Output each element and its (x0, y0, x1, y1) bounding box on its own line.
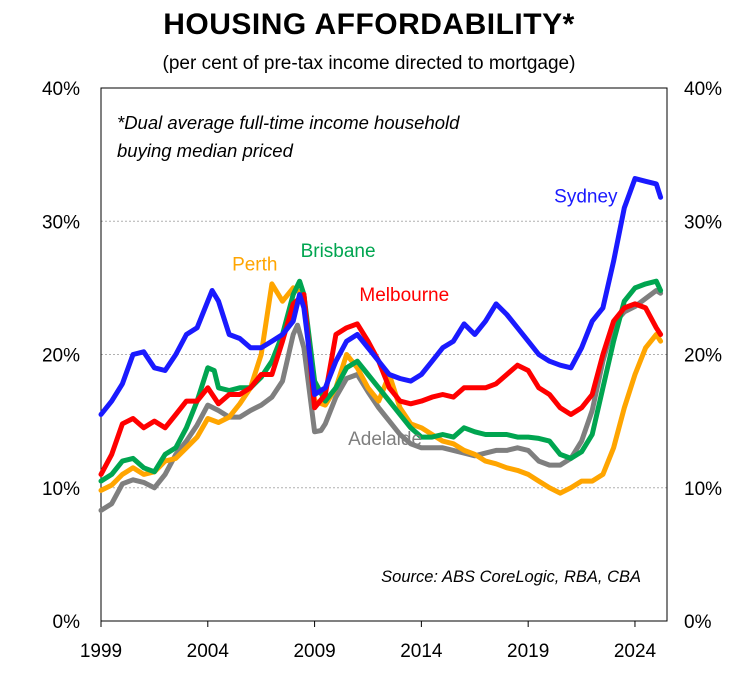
y-axis-left: 0% 10% 20% 30% 40% (42, 79, 80, 633)
x-tick-label-1999: 1999 (80, 641, 122, 662)
series-lines (98, 176, 664, 513)
series-label-adelaide: Adelaide (348, 429, 422, 450)
chart-source: Source: ABS CoreLogic, RBA, CBA (381, 568, 641, 586)
x-tick-label-2009: 2009 (293, 641, 335, 662)
plot-frame (100, 87, 668, 622)
x-tick-label-2019: 2019 (507, 641, 549, 662)
x-axis: 1999 2004 2009 2014 2019 2024 (80, 621, 657, 662)
y-tick-left-10: 10% (42, 479, 80, 500)
y-tick-right-40: 40% (684, 79, 722, 100)
x-tick-label-2014: 2014 (400, 641, 443, 662)
series-label-brisbane: Brisbane (301, 241, 376, 262)
y-tick-right-10: 10% (684, 479, 722, 500)
series-label-perth: Perth (232, 255, 277, 276)
series-label-melbourne: Melbourne (359, 285, 449, 306)
y-tick-right-20: 20% (684, 346, 722, 367)
chart-subtitle: (per cent of pre-tax income directed to … (162, 53, 576, 74)
chart-title: HOUSING AFFORDABILITY* (163, 8, 575, 41)
series-line-sydney (98, 176, 664, 417)
series-line-perth (98, 281, 664, 496)
y-tick-left-0: 0% (53, 612, 81, 633)
y-tick-left-20: 20% (42, 346, 80, 367)
chart-note-line-1: *Dual average full-time income household (117, 112, 460, 133)
y-tick-left-40: 40% (42, 79, 80, 100)
x-tick-label-2024: 2024 (614, 641, 657, 662)
series-label-sydney: Sydney (554, 187, 618, 208)
x-tick-label-2004: 2004 (187, 641, 230, 662)
series-labels: Adelaide Perth Brisbane Melbourne Sydney (232, 187, 618, 451)
series-line-melbourne (98, 292, 664, 477)
y-tick-right-0: 0% (684, 612, 712, 633)
chart-note-line-2: buying median priced (117, 140, 294, 161)
y-axis-right: 0% 10% 20% 30% 40% (684, 79, 722, 633)
y-tick-right-30: 30% (684, 212, 722, 233)
y-tick-left-30: 30% (42, 212, 80, 233)
